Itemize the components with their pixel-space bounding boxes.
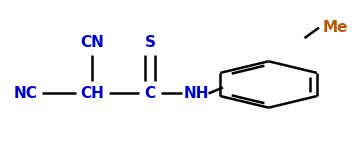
Text: S: S bbox=[144, 35, 156, 50]
Text: Me: Me bbox=[322, 20, 348, 35]
Text: NC: NC bbox=[14, 86, 38, 101]
Text: NH: NH bbox=[184, 86, 209, 101]
Text: CN: CN bbox=[81, 35, 104, 50]
Text: C: C bbox=[144, 86, 156, 101]
Text: CH: CH bbox=[81, 86, 104, 101]
